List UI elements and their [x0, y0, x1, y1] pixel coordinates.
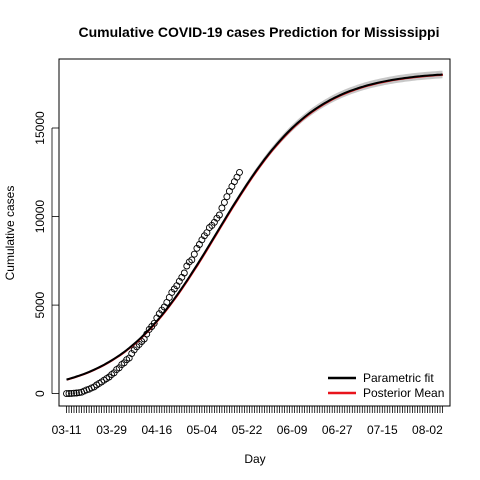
observed-point-17: [105, 373, 113, 381]
x-tick-label-0: 03-11: [52, 423, 82, 437]
y-axis: 0 5000 10000 15000: [33, 111, 59, 397]
observed-point-51: [190, 250, 198, 258]
posterior-mean-line: [66, 73, 444, 381]
observed-point-35: [150, 319, 158, 327]
observed-point-4: [73, 389, 80, 397]
chart-title: Cumulative COVID-19 cases Prediction for…: [79, 24, 440, 40]
credible-band-area: [66, 70, 443, 380]
observed-point-5: [75, 389, 83, 397]
observed-point-47: [180, 269, 188, 277]
observed-point-67: [230, 178, 238, 186]
observed-points: [63, 168, 243, 398]
y-axis-label: Cumulative cases: [3, 186, 17, 281]
x-axis: 03-11 03-29 04-16 05-04 05-22 06-09 06-27 07-15…: [52, 406, 443, 437]
observed-point-63: [220, 198, 228, 206]
observed-point-62: [218, 204, 226, 212]
x-tick-label-2: 04-16: [141, 423, 172, 437]
y-tick-label-2: 10000: [33, 200, 47, 234]
y-tick-label-1: 5000: [33, 291, 47, 318]
legend-label-parametric-fit: Parametric fit: [363, 371, 434, 385]
observed-point-0: [63, 390, 70, 398]
x-tick-label-4: 05-22: [232, 423, 263, 437]
y-tick-label-0: 0: [33, 390, 47, 397]
y-tick-label-3: 15000: [33, 111, 47, 145]
x-axis-label: Day: [244, 452, 265, 466]
x-tick-label-7: 07-15: [367, 423, 398, 437]
observed-point-61: [215, 211, 223, 219]
observed-point-64: [223, 193, 231, 201]
observed-point-1: [65, 390, 73, 397]
observed-point-2: [68, 389, 75, 397]
parametric-fit-line: [66, 73, 443, 381]
x-tick-label-8: 08-02: [412, 423, 443, 437]
x-tick-label-3: 05-04: [187, 423, 218, 437]
fit-lines: [66, 73, 444, 381]
x-tick-label-6: 06-27: [322, 423, 353, 437]
credible-band: [66, 70, 443, 380]
x-tick-label-5: 06-09: [277, 423, 308, 437]
plot-frame: [58, 58, 451, 407]
observed-point-3: [70, 389, 78, 397]
observed-point-50: [188, 256, 196, 264]
legend: Parametric fit Posterior Mean: [328, 371, 444, 400]
observed-point-69: [236, 168, 243, 176]
observed-point-28: [133, 343, 141, 351]
legend-label-posterior-mean: Posterior Mean: [363, 386, 444, 400]
x-tick-label-1: 03-29: [96, 423, 127, 437]
